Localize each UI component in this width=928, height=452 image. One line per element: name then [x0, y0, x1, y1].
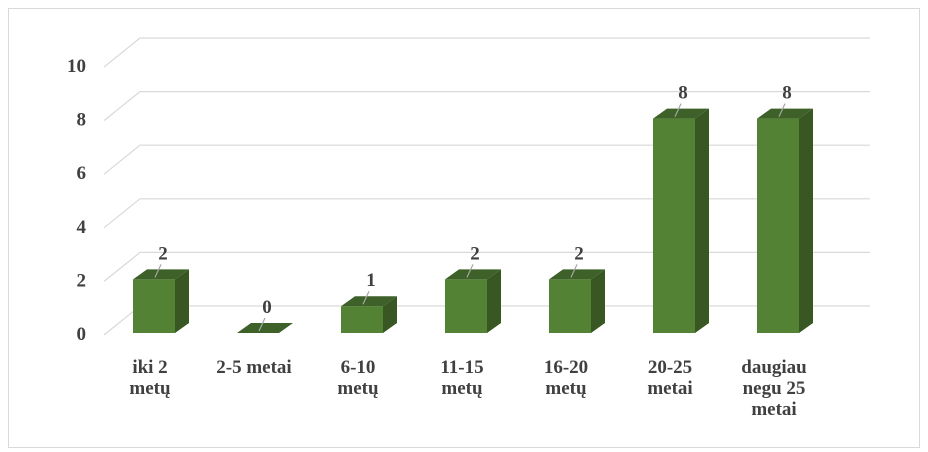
- x-tick-label: 11-15 metų: [440, 357, 483, 399]
- x-tick-label-line: metų: [441, 378, 483, 399]
- x-tick-label: iki 2 metų: [129, 357, 171, 399]
- x-tick-label: daugiau negu 25 metai: [741, 357, 807, 420]
- gridline: [103, 90, 870, 122]
- x-tick-label: 20-25 metai: [647, 357, 692, 399]
- y-tick-label: 0: [77, 324, 87, 345]
- x-tick-label: 16-20 metų: [544, 357, 588, 399]
- bar-top-face: [133, 269, 189, 280]
- x-tick-label-line: negu 25: [743, 378, 806, 399]
- data-label: 8: [678, 83, 688, 104]
- x-tick-label-line: daugiau: [741, 357, 807, 378]
- bar-top-face: [237, 323, 293, 333]
- bar: 8: [757, 83, 813, 333]
- gridline: [103, 37, 870, 68]
- bars: 2 0 1 2 2 8 8: [133, 83, 813, 333]
- bar: 8: [653, 83, 709, 333]
- bar-front-face: [757, 118, 799, 333]
- data-label: 2: [470, 243, 480, 264]
- y-tick-label: 4: [77, 217, 87, 238]
- bar-side-face: [695, 108, 709, 333]
- bar-front-face: [445, 279, 487, 333]
- data-label-leader: [258, 317, 266, 332]
- bar-side-face: [487, 269, 501, 333]
- bar-front-face: [341, 306, 383, 333]
- data-label-leader: [570, 264, 578, 278]
- x-tick-label-line: metų: [337, 378, 379, 399]
- bar-front-face: [133, 279, 175, 333]
- data-label: 1: [366, 270, 376, 291]
- x-tick-label-line: iki 2: [132, 357, 167, 378]
- bar-top-face: [757, 108, 813, 119]
- x-tick-label: 6-10 metų: [337, 357, 379, 399]
- data-label-leader: [466, 264, 474, 278]
- x-tick-label-line: 2-5 metai: [216, 357, 291, 378]
- x-tick-label-line: metų: [545, 378, 587, 399]
- bar: 0: [237, 297, 293, 333]
- data-label-leader: [154, 264, 162, 278]
- x-tick-label-line: metų: [129, 378, 171, 399]
- bar-side-face: [591, 269, 605, 333]
- bar-front-face: [549, 279, 591, 333]
- y-tick-label: 10: [67, 56, 86, 77]
- bar-top-face: [549, 269, 605, 280]
- data-label: 2: [574, 243, 584, 264]
- x-tick-label-line: 11-15: [440, 357, 483, 378]
- bar-top-face: [445, 269, 501, 280]
- data-label: 0: [262, 297, 272, 318]
- y-tick-label: 8: [77, 110, 87, 131]
- data-label: 8: [782, 83, 792, 104]
- bar: 2: [549, 243, 605, 333]
- x-tick-label: 2-5 metai: [216, 357, 291, 378]
- bar: 2: [133, 243, 189, 333]
- bar: 2: [445, 243, 501, 333]
- data-label-leader: [778, 103, 786, 117]
- x-tick-label-line: 20-25: [648, 357, 692, 378]
- bar-side-face: [175, 269, 189, 333]
- bar-top-face: [341, 296, 397, 307]
- y-axis-ticks: 0 2 4 6 8 10: [67, 56, 87, 345]
- bar-side-face: [383, 296, 397, 333]
- y-tick-label: 2: [77, 270, 87, 291]
- gridlines: [103, 37, 870, 336]
- data-label-leader: [674, 103, 682, 117]
- x-tick-label-line: 6-10: [341, 357, 376, 378]
- x-tick-label-line: 16-20: [544, 357, 588, 378]
- bar-side-face: [799, 108, 813, 333]
- gridline: [103, 251, 870, 282]
- bar-front-face: [653, 118, 695, 333]
- data-label: 2: [158, 243, 168, 264]
- gridline: [103, 198, 870, 229]
- gridline: [103, 144, 870, 175]
- y-tick-label: 6: [77, 163, 87, 184]
- x-tick-label-line: metai: [647, 378, 692, 399]
- bar: 1: [341, 270, 397, 333]
- bar-top-face: [653, 108, 709, 119]
- x-tick-label-line: metai: [751, 399, 796, 420]
- data-label-leader: [362, 290, 370, 305]
